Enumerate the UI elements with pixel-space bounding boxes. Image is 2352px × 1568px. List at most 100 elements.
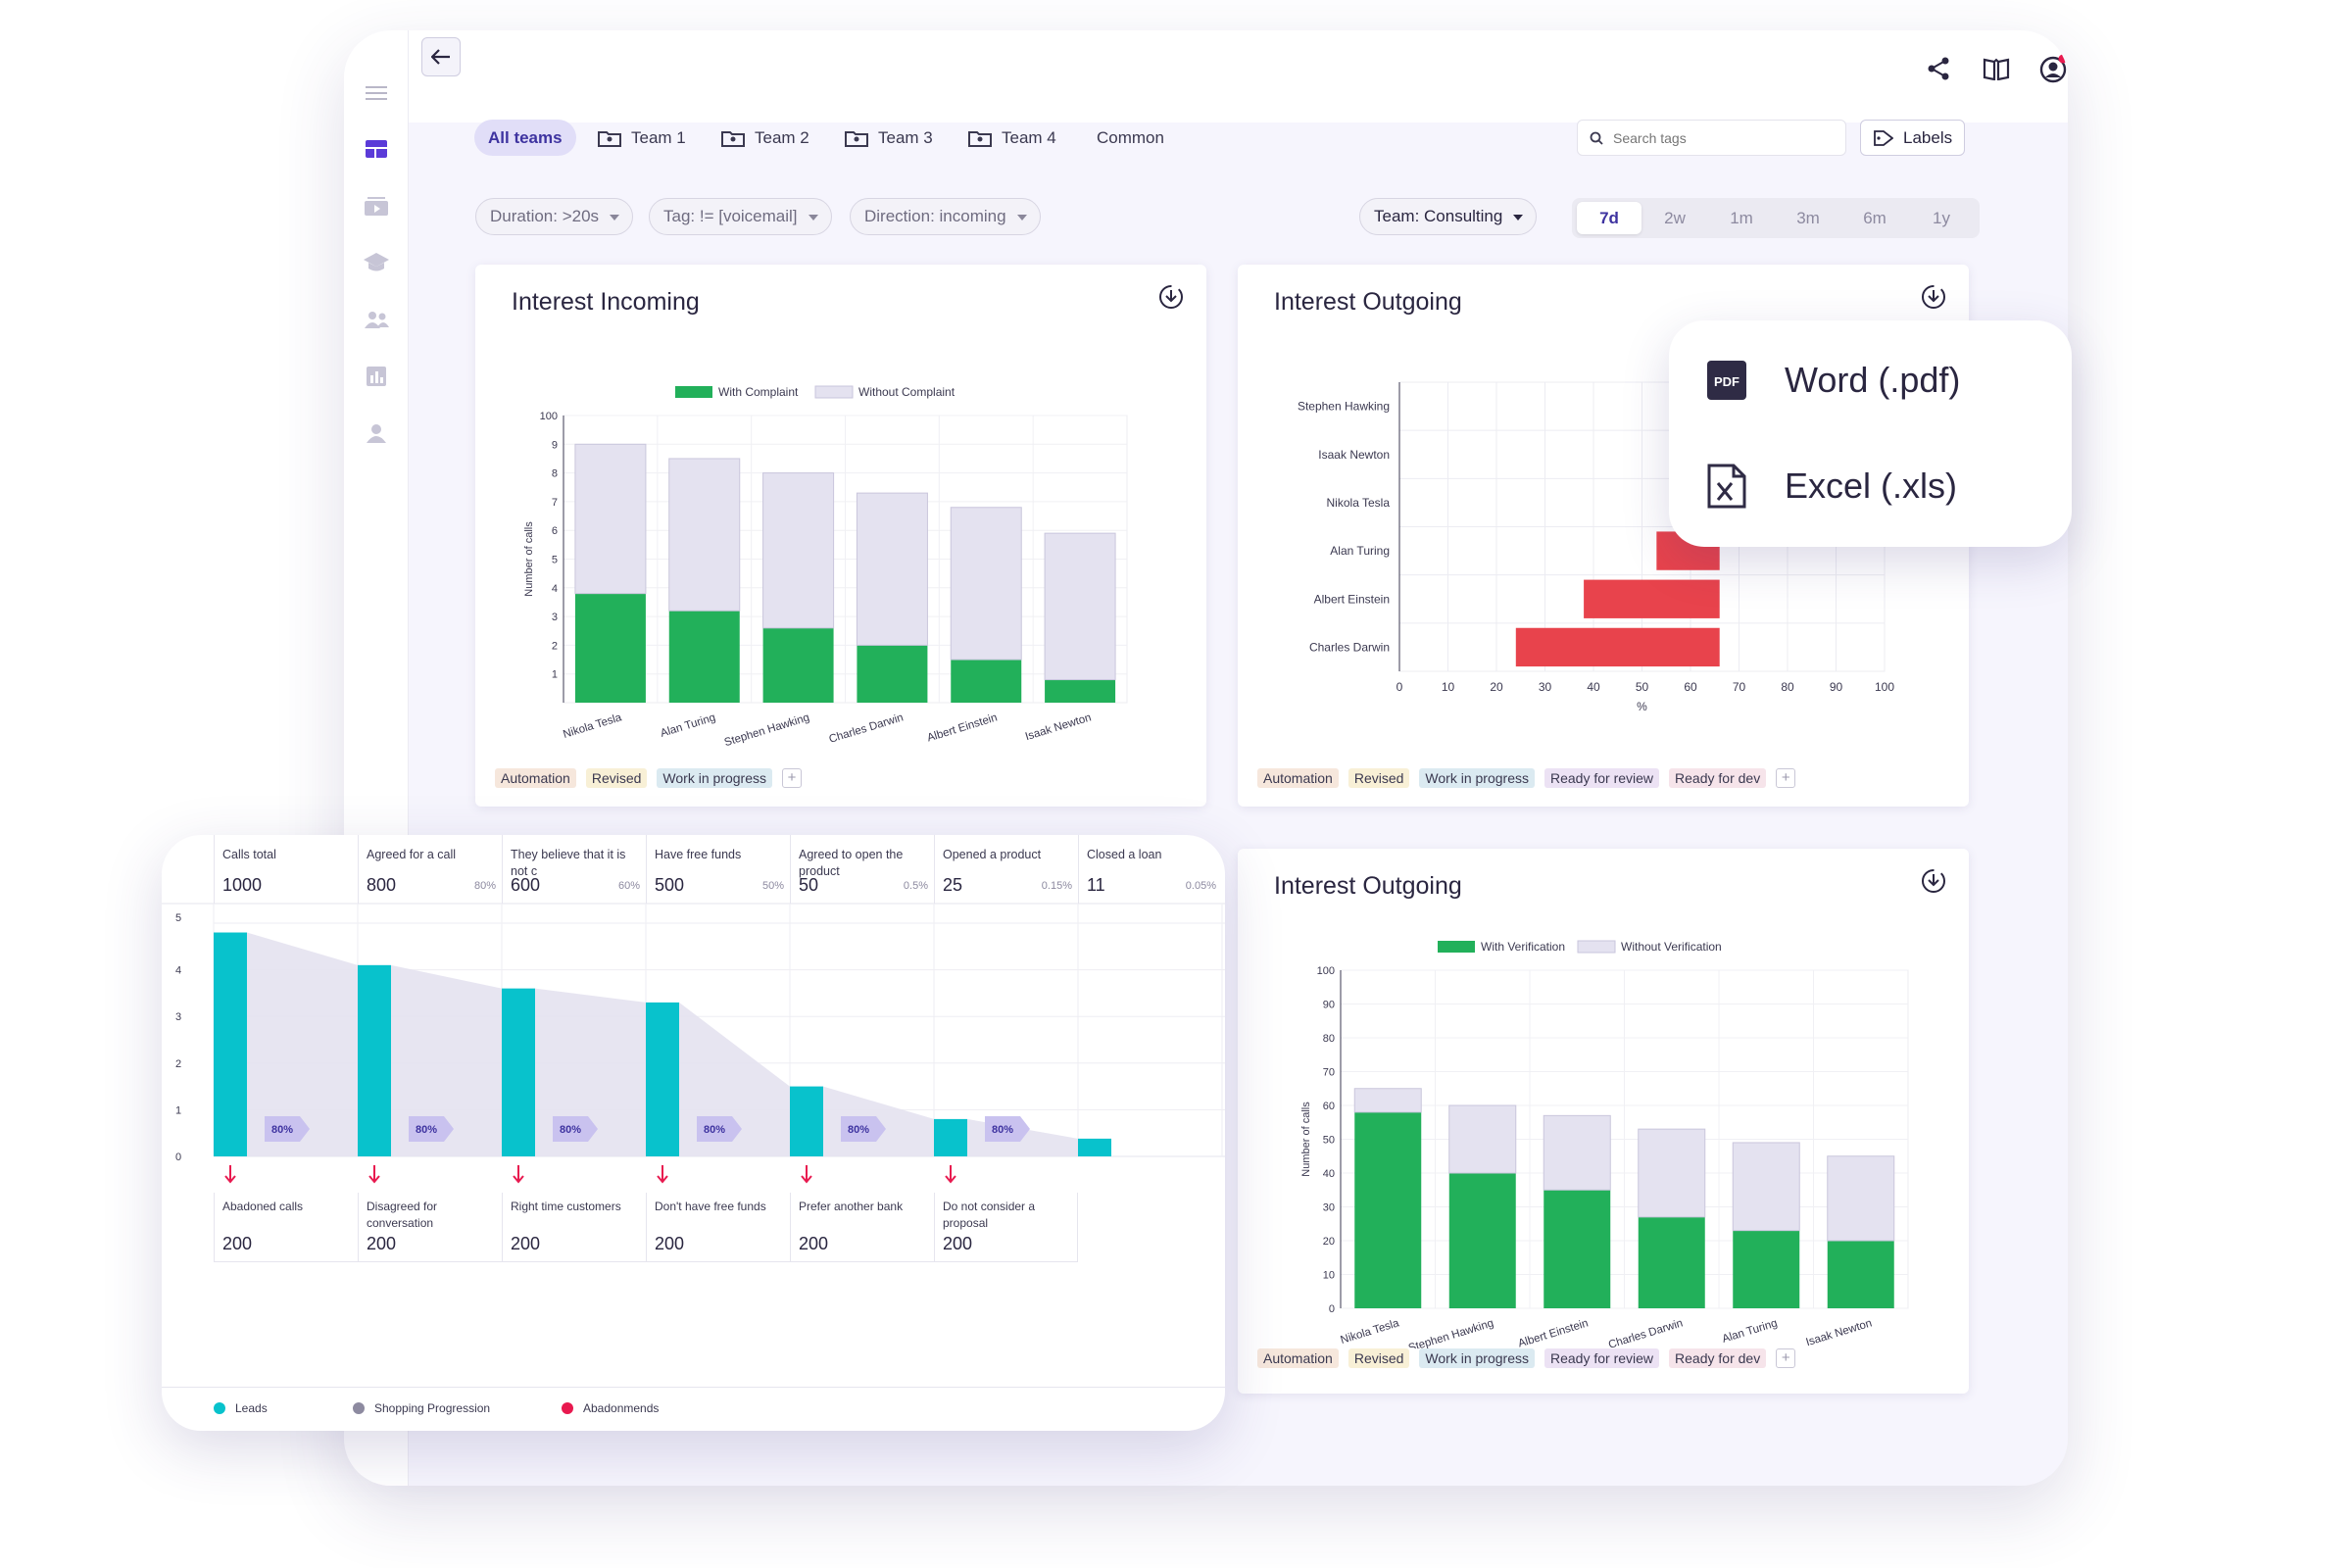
- down-arrow-icon: [368, 1165, 380, 1184]
- back-button[interactable]: [421, 37, 461, 76]
- legend-label: Shopping Progression: [374, 1401, 491, 1415]
- chevron-down-icon: [1016, 215, 1027, 220]
- chip-all-teams[interactable]: All teams: [474, 120, 576, 156]
- stage-label: Opened a product: [943, 848, 1042, 861]
- chip-team-4[interactable]: Team 4: [955, 120, 1070, 156]
- export-word-pdf[interactable]: PDF Word (.pdf): [1706, 360, 1960, 401]
- tag-ready-for-dev[interactable]: Ready for dev: [1669, 768, 1767, 788]
- profile-icon[interactable]: [362, 418, 391, 448]
- export-item-label: Word (.pdf): [1785, 360, 1961, 400]
- bar-remainder: [1353, 1088, 1422, 1113]
- docs-button[interactable]: [1977, 49, 2016, 88]
- stage-label: Closed a loan: [1087, 848, 1162, 861]
- stage-label: Calls total: [222, 848, 276, 861]
- abandonment-label: Do not consider a proposal: [943, 1200, 1036, 1230]
- abandonment-cell: Right time customers 200: [502, 1193, 646, 1262]
- add-tag-button[interactable]: +: [781, 768, 802, 788]
- legend-swatch: [1577, 940, 1616, 954]
- period-1m[interactable]: 1m: [1730, 208, 1753, 227]
- users-icon[interactable]: [362, 305, 391, 334]
- x-tick-label: 90: [1830, 680, 1843, 694]
- labels-button[interactable]: Labels: [1860, 120, 1965, 156]
- abandonment-cell: Disagreed for conversation 200: [358, 1193, 502, 1262]
- graduation-cap-icon[interactable]: [362, 248, 391, 277]
- legend-item: Shopping Progression: [353, 1401, 490, 1415]
- y-tick-label: 8: [552, 468, 558, 480]
- chip-team-2[interactable]: Team 2: [708, 120, 823, 156]
- tag-list: Automation Revised Work in progress Read…: [1257, 1348, 1796, 1368]
- period-7d[interactable]: 7d: [1577, 202, 1642, 234]
- x-tick-label: 40: [1587, 680, 1600, 694]
- abandonment-label: Abadoned calls: [222, 1200, 304, 1213]
- download-icon[interactable]: [1919, 282, 1948, 312]
- tag-revised[interactable]: Revised: [585, 768, 648, 788]
- folder-user-icon: [721, 130, 745, 147]
- stage-label: They believe that it is not c: [511, 848, 626, 878]
- tag-ready-for-review[interactable]: Ready for review: [1544, 1348, 1660, 1368]
- pdf-file-icon: PDF: [1707, 361, 1746, 400]
- conversion-badge: [409, 1116, 454, 1142]
- tag-ready-for-dev[interactable]: Ready for dev: [1669, 1348, 1767, 1368]
- period-1y[interactable]: 1y: [1933, 208, 1950, 227]
- tag-work-in-progress[interactable]: Work in progress: [657, 768, 772, 788]
- period-2w[interactable]: 2w: [1664, 208, 1686, 227]
- pdf-badge: PDF: [1714, 374, 1740, 389]
- filter-direction[interactable]: Direction: incoming: [850, 198, 1041, 235]
- y-tick-label: 40: [1323, 1168, 1335, 1180]
- share-button[interactable]: [1919, 49, 1958, 88]
- download-icon[interactable]: [1156, 282, 1186, 312]
- funnel-stage-header: Opened a product 25 0.15%: [934, 835, 1078, 904]
- period-3m[interactable]: 3m: [1796, 208, 1820, 227]
- account-button[interactable]: [2034, 49, 2068, 88]
- tag-automation[interactable]: Automation: [495, 768, 576, 788]
- tag-revised[interactable]: Revised: [1348, 768, 1410, 788]
- conversion-badge: [841, 1116, 886, 1142]
- y-tick-label: Charles Darwin: [1309, 640, 1390, 654]
- team-select[interactable]: Team: Consulting: [1359, 198, 1538, 235]
- chart-interest-outgoing: 0 10 20 30 40 50 60 70 80 90 100% Stephen Hawking Is…: [1298, 381, 1894, 713]
- chip-team-1[interactable]: Team 1: [584, 120, 700, 156]
- abandonment-label: Prefer another bank: [799, 1200, 904, 1213]
- export-excel-xls[interactable]: Excel (.xls): [1706, 464, 1957, 509]
- y-tick-label: 9: [552, 439, 558, 451]
- filter-duration[interactable]: Duration: >20s: [475, 198, 634, 235]
- chip-common[interactable]: Common: [1097, 127, 1164, 147]
- abandonment-value: 200: [943, 1234, 973, 1253]
- filter-tag[interactable]: Tag: != [voicemail]: [649, 198, 832, 235]
- share-icon: [1928, 57, 1949, 80]
- add-tag-button[interactable]: +: [1776, 1348, 1796, 1368]
- x-tick-label: 100: [1875, 680, 1894, 694]
- x-tick-label: Nikola Tesla: [1340, 1317, 1401, 1347]
- media-icon[interactable]: [362, 191, 391, 220]
- search-input[interactable]: [1613, 126, 1834, 150]
- stage-label: Agreed to open the product: [799, 848, 904, 878]
- tag-automation[interactable]: Automation: [1257, 768, 1339, 788]
- period-6m[interactable]: 6m: [1863, 208, 1886, 227]
- abandonment-cell: Do not consider a proposal 200: [934, 1193, 1078, 1262]
- x-tick-label: Albert Einstein: [1517, 1317, 1590, 1348]
- chip-team-3[interactable]: Team 3: [831, 120, 947, 156]
- y-tick-label: 2: [552, 640, 558, 652]
- funnel-stage-header: Have free funds 500 50%: [646, 835, 790, 904]
- card-interest-outgoing-verification: Interest Outgoing 0 10 20 30 40 50 60 70 80 90 100…: [1238, 849, 1969, 1394]
- dashboard-icon[interactable]: [362, 134, 391, 164]
- add-tag-button[interactable]: +: [1776, 768, 1796, 788]
- x-tick-label: 80: [1781, 680, 1794, 694]
- y-tick-label: 50: [1323, 1135, 1335, 1147]
- download-icon[interactable]: [1919, 866, 1948, 896]
- tag-work-in-progress[interactable]: Work in progress: [1419, 768, 1535, 788]
- conversion-badge: [985, 1116, 1030, 1142]
- y-tick-label: 100: [540, 411, 558, 422]
- bar-primary: [762, 627, 834, 703]
- chart-interest-incoming: 1 2 3 4 5 6 7 8 9 100 Number of calls Nikola Tesla A…: [523, 385, 1128, 749]
- tag-automation[interactable]: Automation: [1257, 1348, 1339, 1368]
- y-tick-label: 30: [1323, 1202, 1335, 1214]
- funnel-stage-header: Agreed to open the product 50 0.5%: [790, 835, 934, 904]
- tag-search[interactable]: [1577, 120, 1846, 156]
- tag-work-in-progress[interactable]: Work in progress: [1419, 1348, 1535, 1368]
- menu-icon[interactable]: [362, 78, 391, 108]
- reports-icon[interactable]: [362, 362, 391, 391]
- bar-remainder: [574, 443, 647, 595]
- tag-revised[interactable]: Revised: [1348, 1348, 1410, 1368]
- tag-ready-for-review[interactable]: Ready for review: [1544, 768, 1660, 788]
